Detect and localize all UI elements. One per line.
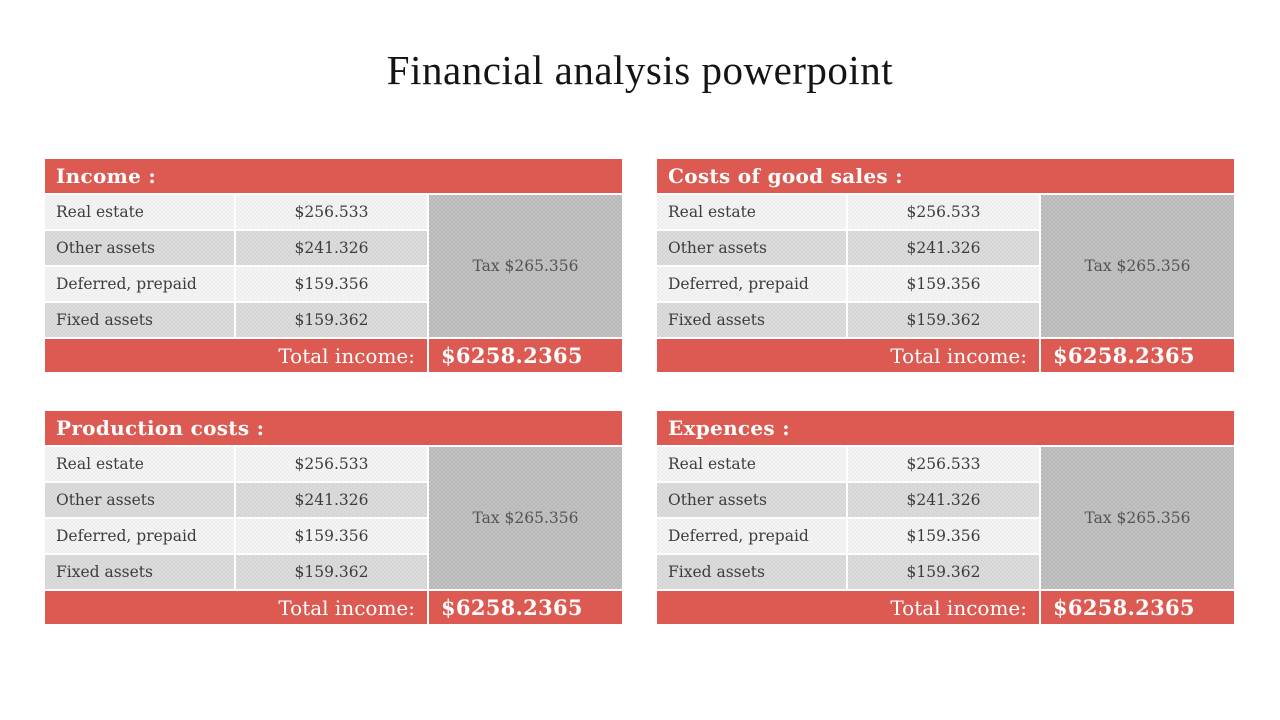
row-label: Other assets [657,483,846,517]
table-production-title: Production costs : [56,416,265,440]
row-label: Fixed assets [45,555,234,589]
total-label: Total income: [657,339,1039,372]
row-value: $241.326 [236,231,427,265]
table-income-body: Real estate $256.533 Other assets $241.3… [45,195,622,337]
row-value: $159.362 [236,555,427,589]
row-value: $256.533 [236,447,427,481]
table-expences-total-row: Total income: $6258.2365 [657,591,1234,624]
row-label: Deferred, prepaid [657,267,846,301]
row-value: $159.356 [236,519,427,553]
tax-cell: Tax $265.356 [1041,195,1234,337]
row-label: Real estate [657,447,846,481]
row-value: $256.533 [236,195,427,229]
total-value: $6258.2365 [1041,339,1234,372]
tax-cell: Tax $265.356 [1041,447,1234,589]
table-costs-title: Costs of good sales : [668,164,903,188]
total-value: $6258.2365 [429,591,622,624]
table-production-header: Production costs : [45,411,622,445]
row-value: $159.356 [848,267,1039,301]
row-label: Other assets [657,231,846,265]
row-label: Deferred, prepaid [657,519,846,553]
row-label: Fixed assets [657,303,846,337]
table-production-body: Real estate $256.533 Other assets $241.3… [45,447,622,589]
slide-title: Financial analysis powerpoint [386,47,894,93]
row-label: Deferred, prepaid [45,267,234,301]
row-label: Fixed assets [45,303,234,337]
row-label: Fixed assets [657,555,846,589]
table-costs-header: Costs of good sales : [657,159,1234,193]
row-value: $159.362 [848,555,1039,589]
row-value: $159.356 [236,267,427,301]
table-expences-header: Expences : [657,411,1234,445]
row-label: Other assets [45,483,234,517]
table-production-costs: Production costs : Real estate $256.533 … [45,411,622,624]
table-expences: Expences : Real estate $256.533 Other as… [657,411,1234,624]
total-label: Total income: [45,591,427,624]
table-income-title: Income : [56,164,157,188]
table-production-total-row: Total income: $6258.2365 [45,591,622,624]
row-label: Deferred, prepaid [45,519,234,553]
row-value: $256.533 [848,195,1039,229]
total-label: Total income: [45,339,427,372]
table-costs-body: Real estate $256.533 Other assets $241.3… [657,195,1234,337]
row-value: $159.362 [236,303,427,337]
total-value: $6258.2365 [1041,591,1234,624]
row-value: $241.326 [848,231,1039,265]
tax-cell: Tax $265.356 [429,195,622,337]
row-value: $159.356 [848,519,1039,553]
row-label: Real estate [45,447,234,481]
table-income-total-row: Total income: $6258.2365 [45,339,622,372]
table-costs-of-good-sales: Costs of good sales : Real estate $256.5… [657,159,1234,372]
table-expences-title: Expences : [668,416,790,440]
row-label: Real estate [657,195,846,229]
total-value: $6258.2365 [429,339,622,372]
row-value: $159.362 [848,303,1039,337]
row-value: $241.326 [848,483,1039,517]
row-label: Other assets [45,231,234,265]
row-value: $241.326 [236,483,427,517]
row-value: $256.533 [848,447,1039,481]
table-costs-total-row: Total income: $6258.2365 [657,339,1234,372]
total-label: Total income: [657,591,1039,624]
table-income: Income : Real estate $256.533 Other asse… [45,159,622,372]
tax-cell: Tax $265.356 [429,447,622,589]
table-income-header: Income : [45,159,622,193]
row-label: Real estate [45,195,234,229]
table-expences-body: Real estate $256.533 Other assets $241.3… [657,447,1234,589]
